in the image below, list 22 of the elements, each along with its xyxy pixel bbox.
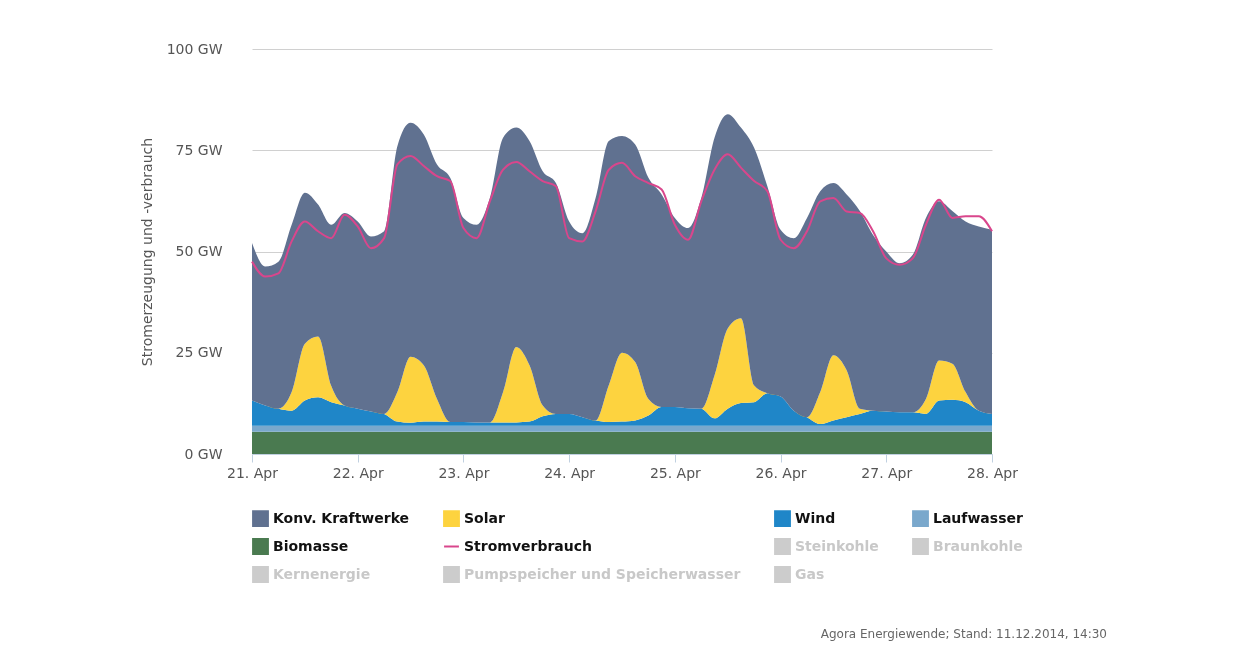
x-tick-label: 21. Apr — [227, 464, 279, 481]
legend-label: Wind — [795, 509, 836, 526]
x-tick-label: 24. Apr — [544, 464, 596, 481]
x-tick-label: 27. Apr — [861, 464, 913, 481]
legend-label: Stromverbrauch — [464, 537, 593, 554]
y-tick-label: 50 GW — [175, 243, 223, 259]
legend-label: Solar — [464, 509, 505, 526]
legend-label: Laufwasser — [933, 509, 1023, 526]
x-tick-label: 23. Apr — [438, 464, 490, 481]
y-tick-label: 0 GW — [184, 445, 223, 462]
text: Agora Energiewende; Stand: 11.12.2014, 14:30 — [820, 627, 1107, 641]
y-axis-title: Stromerzeugung und -verbrauch — [138, 137, 155, 367]
legend-label: Biomasse — [273, 537, 349, 554]
line-series — [251, 153, 993, 278]
x-tick-label: 22. Apr — [332, 464, 384, 481]
y-tick-label: 25 GW — [175, 344, 223, 361]
y-tick-label: 75 GW — [175, 141, 223, 158]
y-tick-label: 100 GW — [166, 40, 223, 57]
x-tick-label: 26. Apr — [755, 464, 807, 481]
legend-label: Konv. Kraftwerke — [273, 509, 410, 526]
x-tick-label: 28. Apr — [967, 464, 1019, 481]
x-tick-label: 25. Apr — [649, 464, 702, 481]
